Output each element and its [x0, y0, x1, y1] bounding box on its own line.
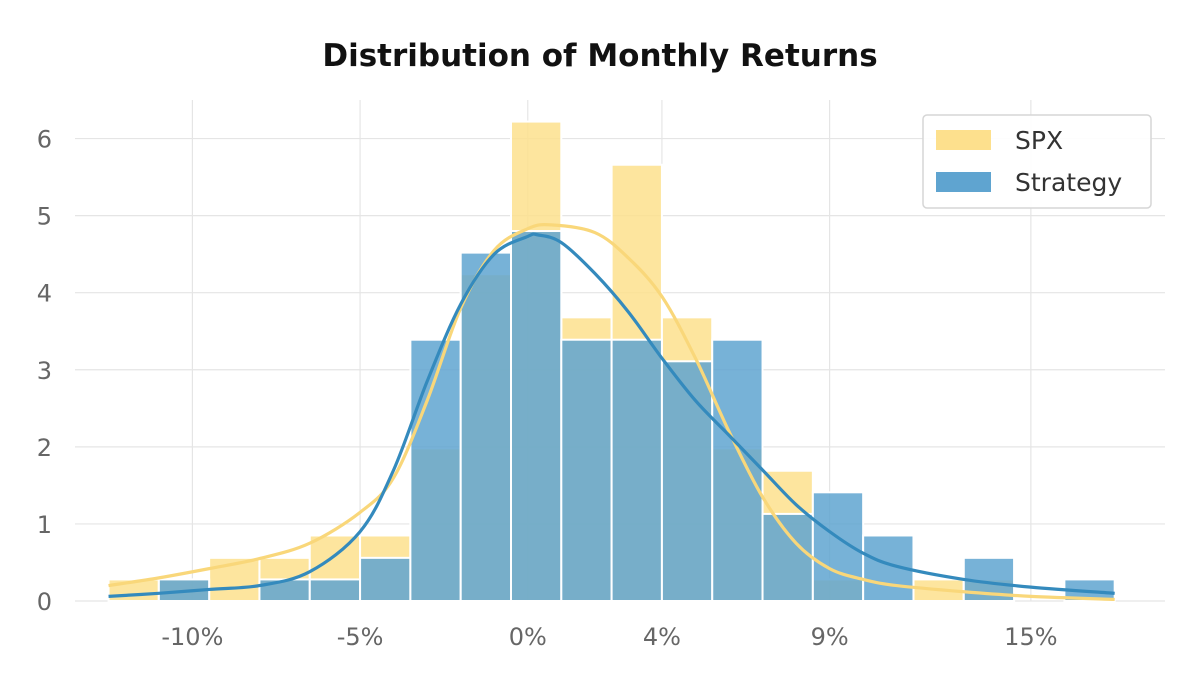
legend-swatch-strategy — [936, 172, 991, 192]
y-tick-label: 6 — [37, 126, 52, 154]
x-tick-label: 0% — [509, 623, 547, 651]
bar-strategy — [359, 556, 412, 602]
x-tick-label: 4% — [643, 623, 681, 651]
legend-label-spx: SPX — [1015, 126, 1063, 155]
x-axis-ticks: -10% -5% 0% 4% 9% 15% — [161, 623, 1057, 651]
x-tick-label: 15% — [1004, 623, 1057, 651]
bar-strategy — [510, 230, 563, 602]
y-tick-label: 4 — [37, 280, 52, 308]
x-tick-label: 9% — [811, 623, 849, 651]
legend-label-strategy: Strategy — [1015, 168, 1122, 197]
bar-strategy — [560, 338, 613, 602]
bar-strategy — [409, 338, 462, 602]
kde-line-strategy — [108, 232, 1115, 598]
chart-title: Distribution of Monthly Returns — [322, 38, 877, 74]
y-tick-label: 0 — [37, 588, 52, 616]
y-tick-label: 1 — [37, 511, 52, 539]
y-tick-label: 5 — [37, 203, 52, 231]
x-tick-label: -10% — [161, 623, 223, 651]
legend: SPX Strategy — [922, 114, 1152, 209]
bar-strategy — [811, 491, 865, 602]
bar-strategy — [258, 578, 311, 602]
y-tick-label: 3 — [37, 357, 52, 385]
kde-line-spx — [108, 223, 1115, 602]
legend-swatch-spx — [936, 130, 991, 150]
kde-curves — [108, 223, 1115, 602]
bar-strategy — [761, 512, 814, 602]
x-tick-label: -5% — [337, 623, 384, 651]
y-tick-label: 2 — [37, 434, 52, 462]
bar-strategy — [459, 251, 513, 602]
bar-strategy — [711, 338, 764, 602]
bar-strategy — [660, 360, 714, 602]
bar-strategy — [610, 338, 663, 602]
histogram-bars — [107, 120, 1116, 602]
bar-strategy — [308, 578, 362, 602]
y-axis-ticks: 0 1 2 3 4 5 6 — [37, 126, 52, 616]
